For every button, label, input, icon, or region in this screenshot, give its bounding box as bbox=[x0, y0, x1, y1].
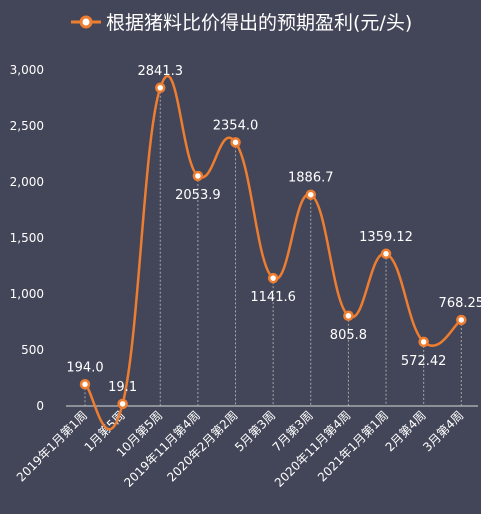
series-line bbox=[84, 75, 463, 431]
legend-marker-icon bbox=[79, 15, 93, 29]
y-tick-label: 0 bbox=[36, 399, 44, 413]
data-point bbox=[305, 189, 317, 200]
y-tick-label: 1,000 bbox=[10, 287, 44, 301]
x-tick-label: 2020年2月第2周 bbox=[164, 408, 240, 484]
data-label: 1141.6 bbox=[250, 290, 296, 305]
y-tick-label: 3,000 bbox=[10, 63, 44, 77]
markers bbox=[79, 82, 467, 410]
data-point bbox=[79, 379, 91, 390]
data-label: 2053.9 bbox=[175, 188, 221, 203]
legend: 根据猪料比价得出的预期盈利(元/头) bbox=[71, 12, 412, 34]
data-label: 805.8 bbox=[330, 328, 367, 343]
y-axis: 0 500 1,000 1,500 2,000 2,500 3,000 bbox=[10, 63, 44, 413]
data-label: 768.25 bbox=[439, 296, 481, 311]
x-tick-label: 2021年1月第1周 bbox=[315, 408, 391, 484]
y-tick-label: 2,000 bbox=[10, 175, 44, 189]
drop-lines bbox=[84, 87, 462, 406]
data-label: 2354.0 bbox=[213, 118, 259, 133]
data-point bbox=[230, 137, 241, 148]
data-point bbox=[267, 272, 279, 284]
data-label: 2841.3 bbox=[138, 64, 184, 79]
x-tick-label: 2019年1月第1周 bbox=[14, 408, 90, 484]
data-point bbox=[380, 248, 392, 260]
x-tick-label: 3月第4周 bbox=[420, 408, 466, 454]
y-tick-label: 1,500 bbox=[10, 231, 44, 245]
data-label: 1359.12 bbox=[359, 230, 413, 245]
data-point bbox=[343, 310, 354, 322]
data-label: 572.42 bbox=[401, 354, 447, 369]
y-tick-label: 2,500 bbox=[10, 119, 44, 133]
data-point bbox=[418, 336, 429, 348]
data-label: 19.1 bbox=[108, 380, 137, 395]
data-point bbox=[192, 170, 204, 182]
data-labels: 194.0 19.1 2841.3 2053.9 2354.0 1141.6 1886.7 8… bbox=[66, 64, 481, 395]
legend-label: 根据猪料比价得出的预期盈利(元/头) bbox=[106, 12, 412, 34]
data-label: 194.0 bbox=[66, 360, 103, 375]
data-point bbox=[117, 398, 128, 410]
data-label: 1886.7 bbox=[288, 171, 334, 186]
data-point bbox=[155, 82, 166, 94]
y-tick-label: 500 bbox=[21, 343, 44, 357]
x-axis: 2019年1月第1周1月第5周10月第5周2019年11月第4周2020年2月第… bbox=[14, 405, 478, 490]
data-point bbox=[456, 314, 467, 326]
